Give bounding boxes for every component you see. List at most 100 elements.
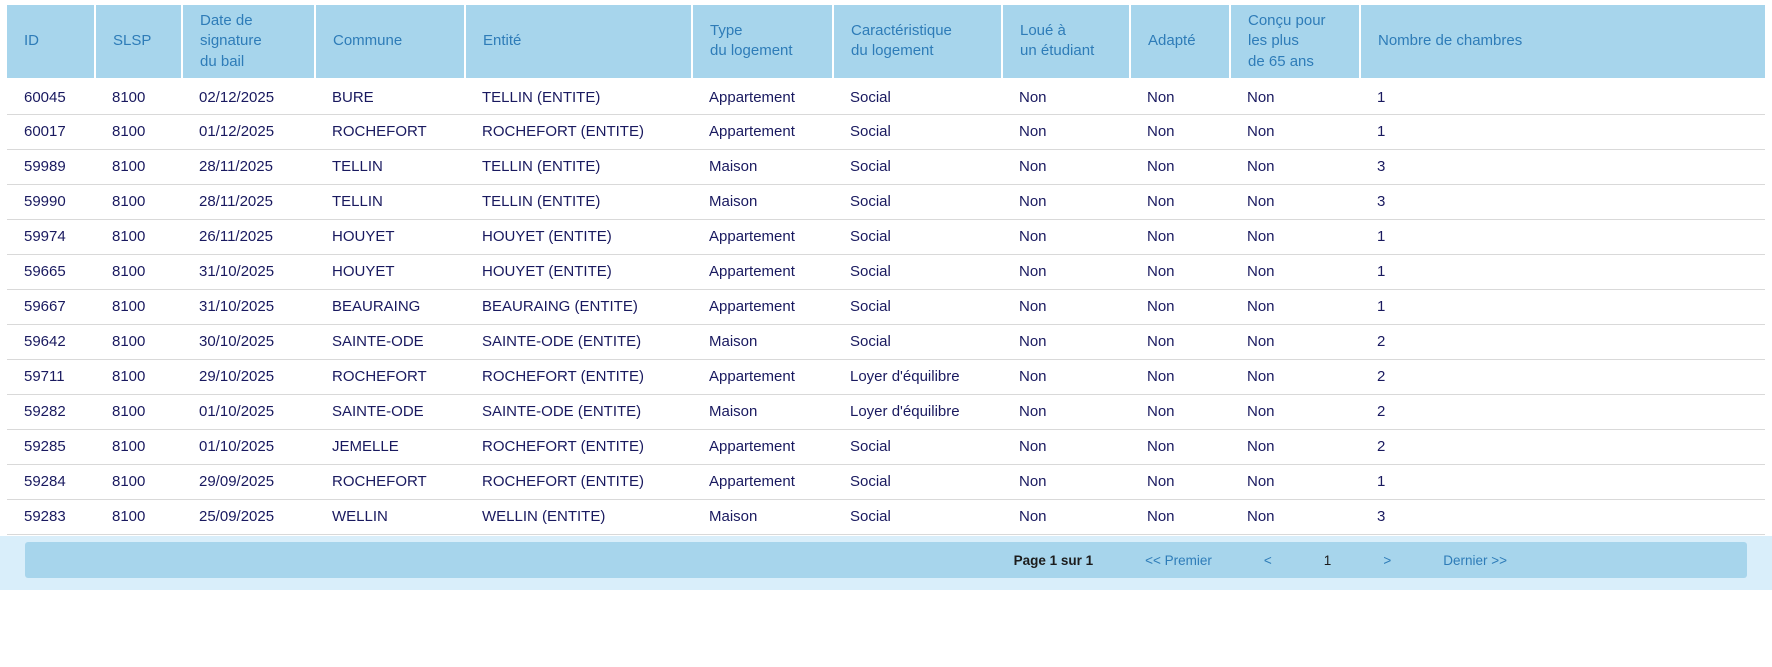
first-page-link[interactable]: << Premier xyxy=(1145,552,1212,568)
table-cell: 3 xyxy=(1360,184,1765,220)
table-header: ID SLSP Date de signature du bail Commun… xyxy=(7,5,1765,81)
table-row[interactable]: 59990 8100 28/11/2025 TELLIN TELLIN (ENTITE)… xyxy=(7,184,1765,220)
pagination-panel: Page 1 sur 1 << Premier < 1 > Dernier >> xyxy=(0,536,1772,590)
table-cell: Non xyxy=(1130,464,1230,500)
table-cell: Non xyxy=(1130,184,1230,220)
table-cell: SAINTE-ODE xyxy=(315,324,465,360)
table-cell: Non xyxy=(1230,254,1360,290)
table-cell: BURE xyxy=(315,79,465,115)
table-row[interactable]: 59711 8100 29/10/2025 ROCHEFORT ROCHEFORT (E… xyxy=(7,359,1765,395)
table-cell: Non xyxy=(1130,324,1230,360)
table-cell: Appartement xyxy=(692,429,833,465)
table-cell: 31/10/2025 xyxy=(182,289,315,325)
table-cell: TELLIN xyxy=(315,149,465,185)
table-cell: Maison xyxy=(692,394,833,430)
table-row[interactable]: 59283 8100 25/09/2025 WELLIN WELLIN (ENTITE)… xyxy=(7,499,1765,535)
table-cell: 02/12/2025 xyxy=(182,79,315,115)
column-header-caracteristique[interactable]: Caractéristique du logement xyxy=(832,5,1002,81)
table-cell: 2 xyxy=(1360,429,1765,465)
table-cell: 1 xyxy=(1360,289,1765,325)
table-cell: TELLIN (ENTITE) xyxy=(465,184,692,220)
last-page-link[interactable]: Dernier >> xyxy=(1443,552,1507,568)
table-row[interactable]: 59285 8100 01/10/2025 JEMELLE ROCHEFORT (ENT… xyxy=(7,429,1765,465)
table-cell: 59989 xyxy=(7,149,95,185)
table-cell: 59283 xyxy=(7,499,95,535)
table-cell: Appartement xyxy=(692,464,833,500)
table-cell: Non xyxy=(1130,359,1230,395)
table-cell: Non xyxy=(1230,464,1360,500)
table-cell: HOUYET xyxy=(315,219,465,255)
previous-page-link[interactable]: < xyxy=(1263,552,1272,568)
table-cell: SAINTE-ODE xyxy=(315,394,465,430)
table-cell: Appartement xyxy=(692,254,833,290)
table-cell: 1 xyxy=(1360,464,1765,500)
table-cell: 8100 xyxy=(95,429,182,465)
column-header-loue-etudiant[interactable]: Loué à un étudiant xyxy=(1001,5,1130,81)
table-cell: Social xyxy=(833,114,1002,150)
current-page-number[interactable]: 1 xyxy=(1323,552,1332,568)
column-header-date-signature[interactable]: Date de signature du bail xyxy=(181,5,315,81)
table-cell: Non xyxy=(1230,324,1360,360)
table-cell: ROCHEFORT (ENTITE) xyxy=(465,359,692,395)
table-cell: Social xyxy=(833,429,1002,465)
table-cell: HOUYET (ENTITE) xyxy=(465,254,692,290)
column-header-slsp[interactable]: SLSP xyxy=(94,5,182,81)
table-row[interactable]: 59642 8100 30/10/2025 SAINTE-ODE SAINTE-ODE … xyxy=(7,324,1765,360)
table-cell: 8100 xyxy=(95,114,182,150)
table-row[interactable]: 59974 8100 26/11/2025 HOUYET HOUYET (ENTITE)… xyxy=(7,219,1765,255)
table-cell: Non xyxy=(1130,394,1230,430)
table-cell: 1 xyxy=(1360,79,1765,115)
table-cell: 26/11/2025 xyxy=(182,219,315,255)
table-cell: Social xyxy=(833,499,1002,535)
table-cell: 01/12/2025 xyxy=(182,114,315,150)
table-cell: 8100 xyxy=(95,359,182,395)
table-row[interactable]: 59282 8100 01/10/2025 SAINTE-ODE SAINTE-ODE … xyxy=(7,394,1765,430)
table-row[interactable]: 59667 8100 31/10/2025 BEAURAING BEAURAING (E… xyxy=(7,289,1765,325)
table-cell: SAINTE-ODE (ENTITE) xyxy=(465,394,692,430)
table-cell: Non xyxy=(1002,429,1130,465)
table-row[interactable]: 59284 8100 29/09/2025 ROCHEFORT ROCHEFORT (E… xyxy=(7,464,1765,500)
column-header-id[interactable]: ID xyxy=(7,5,95,81)
column-header-commune[interactable]: Commune xyxy=(314,5,465,81)
table-cell: ROCHEFORT xyxy=(315,114,465,150)
column-header-entite[interactable]: Entité xyxy=(464,5,692,81)
table-cell: Social xyxy=(833,324,1002,360)
table-cell: 1 xyxy=(1360,114,1765,150)
table-cell: Maison xyxy=(692,324,833,360)
column-header-type-logement[interactable]: Type du logement xyxy=(691,5,833,81)
table-cell: Non xyxy=(1002,289,1130,325)
table-cell: Social xyxy=(833,149,1002,185)
table-cell: 59974 xyxy=(7,219,95,255)
table-cell: WELLIN (ENTITE) xyxy=(465,499,692,535)
table-cell: 1 xyxy=(1360,219,1765,255)
column-header-adapte[interactable]: Adapté xyxy=(1129,5,1230,81)
table-cell: ROCHEFORT xyxy=(315,359,465,395)
table-cell: Appartement xyxy=(692,359,833,395)
pagination-bar: Page 1 sur 1 << Premier < 1 > Dernier >> xyxy=(25,542,1747,578)
table-cell: 8100 xyxy=(95,464,182,500)
table-cell: 28/11/2025 xyxy=(182,184,315,220)
table-cell: Non xyxy=(1130,499,1230,535)
table-row[interactable]: 59665 8100 31/10/2025 HOUYET HOUYET (ENTITE)… xyxy=(7,254,1765,290)
table-cell: Social xyxy=(833,219,1002,255)
table-cell: 01/10/2025 xyxy=(182,394,315,430)
table-cell: Non xyxy=(1130,254,1230,290)
table-cell: Non xyxy=(1130,289,1230,325)
table-row[interactable]: 59989 8100 28/11/2025 TELLIN TELLIN (ENTITE)… xyxy=(7,149,1765,185)
table-body: 60045 8100 02/12/2025 BURE TELLIN (ENTITE) Ap… xyxy=(7,79,1765,535)
table-row[interactable]: 60045 8100 02/12/2025 BURE TELLIN (ENTITE) Ap… xyxy=(7,79,1765,115)
table-cell: 3 xyxy=(1360,499,1765,535)
table-cell: 8100 xyxy=(95,184,182,220)
table-cell: 8100 xyxy=(95,219,182,255)
table-cell: Non xyxy=(1002,324,1130,360)
table-cell: ROCHEFORT (ENTITE) xyxy=(465,114,692,150)
column-header-concu-65ans[interactable]: Conçu pour les plus de 65 ans xyxy=(1229,5,1360,81)
column-header-nombre-chambres[interactable]: Nombre de chambres xyxy=(1359,5,1765,81)
table-cell: ROCHEFORT (ENTITE) xyxy=(465,429,692,465)
table-cell: Non xyxy=(1230,289,1360,325)
table-cell: Loyer d'équilibre xyxy=(833,394,1002,430)
next-page-link[interactable]: > xyxy=(1383,552,1392,568)
table-row[interactable]: 60017 8100 01/12/2025 ROCHEFORT ROCHEFORT (E… xyxy=(7,114,1765,150)
table-cell: Non xyxy=(1130,219,1230,255)
